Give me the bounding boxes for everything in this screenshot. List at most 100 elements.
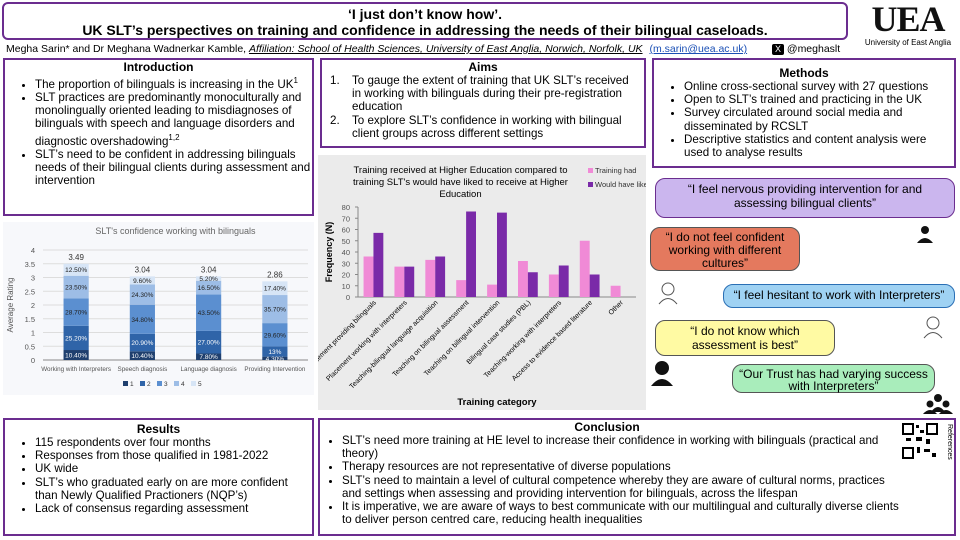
section-heading: Methods: [779, 66, 829, 80]
quote-bubble: “I feel nervous providing intervention f…: [655, 178, 955, 218]
aim: 2. To explore SLT’s confidence in working…: [330, 114, 638, 140]
quote-bubble: “I do not feel confident working with di…: [650, 227, 800, 271]
data-label: 25.20%: [65, 335, 87, 342]
bar: [425, 259, 436, 297]
group-icon: [923, 394, 953, 414]
bar: [404, 266, 415, 297]
bullet: UK wide: [35, 462, 312, 475]
legend-label: Training had: [595, 166, 636, 175]
bullet: Lack of consensus regarding assessment: [35, 502, 312, 515]
bullet-text: SLT’s need to be confident in addressing…: [35, 147, 311, 188]
bar-segment: [129, 351, 155, 360]
bar-segment: [129, 304, 155, 334]
legend-label: 2: [147, 381, 151, 388]
author-line: Megha Sarin* and Dr Meghana Wadnerkar Ka…: [6, 43, 840, 55]
methods: Methods Online cross-sectional survey wi…: [652, 58, 956, 168]
total-label: 3.49: [68, 253, 84, 262]
section-heading: Results: [136, 422, 181, 436]
citation: 1,2: [168, 132, 180, 142]
data-label: 20.90%: [131, 340, 153, 347]
legend-swatch: [140, 381, 145, 386]
bar-segment: [196, 330, 222, 354]
bar-segment: [63, 350, 89, 360]
bar: [518, 261, 528, 297]
affiliation: Affiliation: School of Health Sciences, …: [249, 43, 643, 55]
y-tick-label: 4: [31, 246, 35, 255]
bullet-text: SLT practices are predominantly monocult…: [35, 91, 302, 148]
x-tick-label: Other: [608, 299, 626, 317]
bullet: 115 respondents over four months: [35, 436, 312, 449]
y-tick-label: 30: [342, 259, 350, 268]
aims-list: 1. To gauge the extent of training that U…: [322, 74, 644, 140]
data-label: 29.60%: [264, 332, 286, 339]
bullet: Therapy resources are not representative…: [342, 460, 906, 473]
bullet: Online cross-sectional survey with 27 qu…: [684, 80, 954, 93]
data-label: 17.40%: [264, 286, 286, 293]
chart: Frequency (N)01020304050607080Placement …: [306, 166, 652, 408]
data-label: 23.50%: [65, 285, 87, 292]
aim-number: 1.: [330, 74, 340, 87]
y-tick-label: 40: [342, 248, 350, 257]
x-icon: X: [771, 44, 784, 55]
quote-bubble: “I do not know which assessment is best”: [655, 320, 835, 356]
x-tick-label: Providing Intervention: [244, 366, 305, 373]
bar: [466, 211, 476, 297]
legend-label: 3: [164, 381, 168, 388]
bar: [527, 272, 538, 297]
y-tick-label: 20: [342, 271, 350, 280]
bar-segment: [63, 325, 89, 351]
bar-segment: [262, 356, 288, 360]
logo-caption: University of East Anglia: [864, 38, 952, 47]
data-label: 16.50%: [198, 285, 220, 292]
aim-number: 2.: [330, 113, 340, 127]
bullet: Descriptive statistics and content analy…: [684, 133, 954, 159]
person-icon: [651, 361, 673, 386]
bullet: It is imperative, we are aware of ways t…: [342, 500, 906, 526]
title-box: ‘I just don’t know how’. UK SLT’s perspe…: [2, 2, 848, 40]
methods-list: Online cross-sectional survey with 27 qu…: [654, 80, 954, 159]
x-tick-label: Language diagnosis: [180, 366, 236, 373]
quote-bubble: “I feel hesitant to work with Interprete…: [723, 284, 955, 308]
bar: [497, 212, 507, 297]
legend-swatch: [191, 381, 196, 386]
aim: 1. To gauge the extent of training that U…: [330, 74, 638, 114]
qr-code: [902, 423, 938, 459]
email: (m.sarin@uea.ac.uk): [649, 43, 748, 55]
section-heading: Aims: [468, 60, 498, 74]
subtitle: UK SLT’s perspectives on training and co…: [82, 22, 768, 38]
legend-label: 5: [198, 381, 202, 388]
bar-segment: [262, 323, 288, 347]
bar: [373, 232, 384, 297]
chart: SLT's confidence working with bilinguals…: [6, 226, 308, 388]
legend-swatch: [123, 381, 128, 386]
y-tick-label: 50: [342, 237, 350, 246]
data-label: 28.70%: [65, 310, 87, 317]
data-label: 9.60%: [133, 278, 152, 285]
bar-segment: [196, 276, 222, 281]
bullet: SLT’s need to be confident in addressing…: [35, 148, 312, 188]
bullet: Open to SLT’s trained and practicing in …: [684, 93, 954, 106]
introduction-list: The proportion of bilinguals is increasi…: [5, 74, 312, 187]
bar-segment: [196, 294, 222, 331]
total-label: 2.86: [267, 270, 283, 279]
authors: Megha Sarin* and Dr Meghana Wadnerkar Ka…: [6, 43, 247, 55]
person-icon: [923, 316, 943, 339]
bar-segment: [129, 333, 155, 352]
y-tick-label: 3.5: [25, 260, 35, 269]
y-axis-label: Average Rating: [6, 278, 15, 333]
conclusion: Conclusion SLT’s need more training at H…: [318, 418, 956, 536]
y-tick-label: 3: [31, 274, 35, 283]
bar-segment: [129, 276, 155, 285]
total-label: 3.04: [201, 265, 217, 274]
y-tick-label: 0: [31, 356, 35, 365]
bullet: SLT’s need to maintain a level of cultur…: [342, 474, 906, 500]
bar: [363, 256, 374, 297]
y-tick-label: 70: [342, 214, 350, 223]
section-heading: Introduction: [123, 60, 194, 74]
bullet: SLT practices are predominantly monocult…: [35, 91, 312, 148]
data-label: 12.50%: [65, 267, 87, 274]
chart-1: SLT's confidence working with bilinguals…: [3, 222, 314, 395]
legend-swatch: [588, 168, 593, 173]
data-label: 24.30%: [131, 292, 153, 299]
